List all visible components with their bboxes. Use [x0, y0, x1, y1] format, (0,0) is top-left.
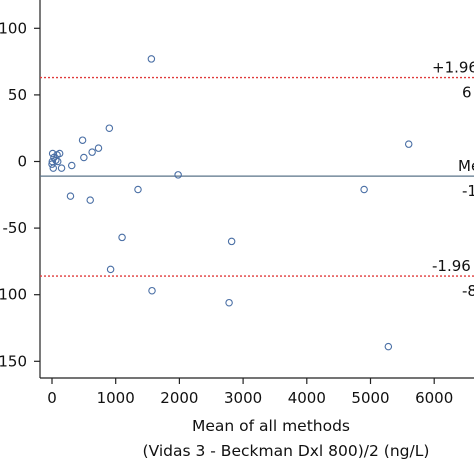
data-point — [118, 233, 126, 242]
y-tick-label: 100 — [0, 19, 27, 37]
y-tick-label: 50 — [8, 86, 27, 104]
y-tick-label: 100 — [0, 286, 27, 304]
data-point — [174, 171, 182, 179]
reference-lines: +1.96 6 Me -1 -1.96 -8 — [40, 59, 474, 300]
y-ticks: 100 50 0 -50 100 150 — [0, 19, 40, 370]
reference-value-mean: -1 — [462, 182, 474, 200]
data-point — [94, 144, 103, 152]
reference-value-upper: 6 — [462, 84, 472, 102]
data-point — [49, 164, 58, 172]
x-tick-label: 5000 — [351, 389, 389, 407]
x-axis-title-line1: Mean of all methods — [192, 417, 350, 435]
x-ticks: 0 1000 2000 3000 4000 5000 6000 — [47, 378, 453, 407]
x-tick-label: 2000 — [160, 389, 198, 407]
data-point — [106, 265, 115, 274]
data-point — [384, 342, 393, 351]
x-tick-label: 1000 — [97, 389, 135, 407]
data-point — [48, 149, 57, 158]
reference-value-lower: -8 — [462, 282, 474, 300]
data-point — [148, 286, 156, 295]
reference-label-upper: +1.96 — [432, 59, 474, 77]
data-point — [66, 192, 75, 200]
data-point — [80, 153, 88, 162]
data-point — [53, 157, 62, 166]
data-point — [134, 185, 142, 194]
axes — [39, 0, 474, 379]
x-tick-label: 6000 — [415, 389, 453, 407]
x-tick-label: 4000 — [288, 389, 326, 407]
data-point — [57, 164, 66, 172]
data-point — [360, 185, 368, 194]
data-point — [67, 161, 76, 170]
reference-label-mean: Me — [458, 157, 474, 175]
data-point — [52, 156, 60, 164]
data-point — [404, 140, 413, 148]
data-point — [86, 196, 94, 204]
data-point — [78, 136, 87, 144]
y-tick-label: -50 — [3, 219, 28, 237]
reference-label-lower: -1.96 — [432, 257, 471, 275]
data-points — [48, 55, 413, 351]
data-point — [227, 237, 236, 246]
y-tick-label: 0 — [17, 153, 27, 171]
y-tick-label: 150 — [0, 352, 27, 370]
data-point — [105, 124, 114, 132]
data-point — [55, 149, 64, 158]
data-point — [147, 55, 156, 63]
data-point — [225, 298, 233, 307]
x-tick-label: 0 — [47, 389, 57, 407]
data-point — [88, 148, 96, 156]
x-axis-title-line2: (Vidas 3 - Beckman Dxl 800)/2 (ng/L) — [143, 442, 430, 460]
x-tick-label: 3000 — [224, 389, 262, 407]
